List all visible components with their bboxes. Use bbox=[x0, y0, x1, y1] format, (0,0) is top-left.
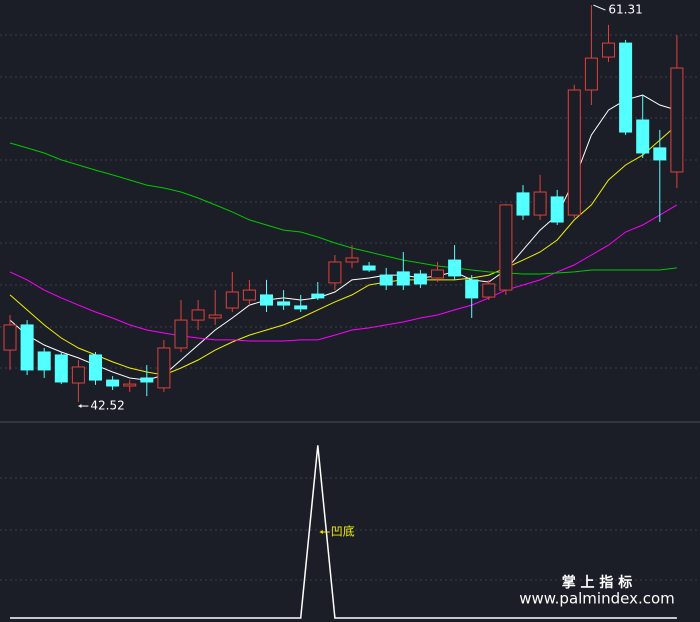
candle-body bbox=[653, 147, 667, 161]
candle-body bbox=[174, 319, 188, 349]
candle-body bbox=[140, 377, 154, 383]
candle-body bbox=[20, 324, 34, 371]
ma-line bbox=[9, 142, 677, 275]
candle-body bbox=[465, 279, 479, 299]
ma-line bbox=[9, 204, 678, 342]
watermark-url: www.palmindex.com bbox=[519, 590, 675, 608]
candle-body bbox=[567, 89, 581, 216]
candle-body bbox=[345, 257, 359, 263]
annotation-label: 42.52 bbox=[90, 399, 124, 413]
candle-body bbox=[482, 283, 496, 298]
ma-line bbox=[9, 94, 678, 381]
annotation-label: 凹底 bbox=[331, 524, 355, 539]
candle-body bbox=[499, 204, 513, 291]
candle-body bbox=[584, 57, 598, 91]
candle-body bbox=[516, 192, 530, 216]
candle-body bbox=[89, 354, 102, 381]
candle-body bbox=[191, 309, 205, 321]
candle-body bbox=[448, 259, 462, 277]
candle-body bbox=[260, 294, 273, 306]
candle-body bbox=[550, 196, 564, 223]
candle-body bbox=[396, 271, 410, 286]
candle-body bbox=[311, 293, 325, 299]
annotation-label: 61.31 bbox=[608, 3, 642, 17]
candle-body bbox=[208, 314, 222, 319]
candle-body bbox=[413, 273, 427, 285]
candle-body bbox=[670, 67, 684, 173]
candle-body bbox=[379, 274, 393, 286]
candle-body bbox=[636, 119, 650, 154]
candle-body bbox=[54, 354, 68, 383]
candle-body bbox=[533, 191, 547, 216]
candle-body bbox=[277, 301, 291, 306]
candle-body bbox=[3, 324, 17, 351]
candle-body bbox=[328, 261, 342, 284]
annotation-arrowhead bbox=[319, 530, 323, 534]
candle-body bbox=[619, 42, 633, 133]
candle-body bbox=[431, 269, 444, 279]
candle-body bbox=[123, 383, 137, 387]
indicator-line bbox=[10, 445, 677, 619]
candle-body bbox=[225, 291, 239, 309]
candle-body bbox=[294, 305, 308, 310]
annotation-arrowhead bbox=[78, 404, 82, 409]
watermark-title: 掌 上 指 标 bbox=[562, 574, 633, 591]
candle-body bbox=[71, 366, 85, 384]
annotation-arrow bbox=[593, 4, 606, 11]
ma-line bbox=[9, 124, 678, 376]
candle-body bbox=[242, 289, 256, 301]
candle-body bbox=[602, 42, 615, 58]
grid bbox=[0, 34, 700, 581]
candle-body bbox=[37, 351, 51, 371]
candle-body bbox=[157, 347, 171, 389]
candle-body bbox=[362, 265, 376, 271]
candle-body bbox=[106, 379, 120, 387]
